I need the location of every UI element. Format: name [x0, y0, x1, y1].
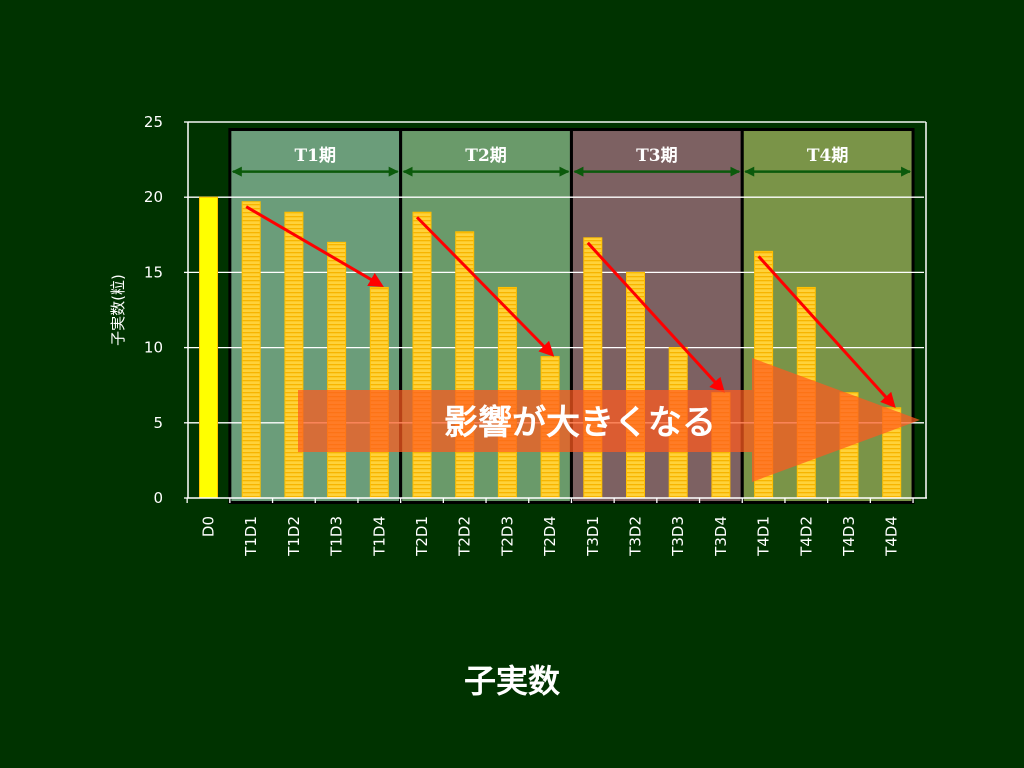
trend-arrow	[245, 205, 384, 287]
x-tick-label: T3D3	[669, 516, 687, 557]
x-tick-label: T3D2	[627, 516, 645, 557]
x-tick-label: T1D2	[285, 516, 303, 557]
period-label: T2期	[465, 146, 506, 166]
x-tick-label: T1D1	[242, 516, 260, 557]
trend-arrow	[415, 216, 555, 357]
callout-text: 影響が大きくなる	[444, 403, 716, 443]
x-tick-label: T3D4	[712, 516, 730, 557]
bar	[583, 237, 603, 499]
y-tick-label: 5	[153, 414, 163, 432]
y-tick-label: 0	[153, 489, 163, 507]
page-title: 子実数	[463, 662, 560, 700]
bar	[327, 241, 347, 499]
x-tick-label: D0	[200, 516, 218, 537]
period-label: T1期	[295, 146, 336, 166]
callout-arrow	[298, 358, 920, 482]
y-tick-label: 15	[144, 263, 163, 281]
x-tick-label: T4D1	[755, 516, 773, 557]
y-tick-label: 20	[144, 188, 163, 206]
bar	[626, 271, 645, 499]
x-tick-label: T1D3	[328, 516, 346, 557]
x-tick-label: T4D3	[840, 516, 858, 557]
x-tick-label: T1D4	[370, 516, 388, 557]
y-tick-label: 10	[144, 339, 163, 357]
x-tick-label: T2D1	[413, 516, 431, 557]
bar	[412, 211, 432, 499]
bar	[284, 211, 304, 499]
trend-arrow	[586, 241, 725, 393]
x-tick-label: T4D2	[797, 516, 815, 557]
x-tick-label: T3D1	[584, 516, 602, 557]
y-axis-label: 子実数(粒)	[109, 274, 127, 346]
trend-arrow	[757, 255, 896, 408]
y-tick-label: 25	[144, 113, 163, 131]
x-tick-label: T2D2	[456, 516, 474, 557]
period-label: T4期	[807, 146, 848, 166]
bar	[241, 201, 261, 499]
period-label: T3期	[636, 146, 677, 166]
x-tick-label: T2D3	[498, 516, 516, 557]
x-tick-label: T4D4	[883, 516, 901, 557]
x-tick-label: T2D4	[541, 516, 559, 557]
bar	[199, 196, 218, 499]
